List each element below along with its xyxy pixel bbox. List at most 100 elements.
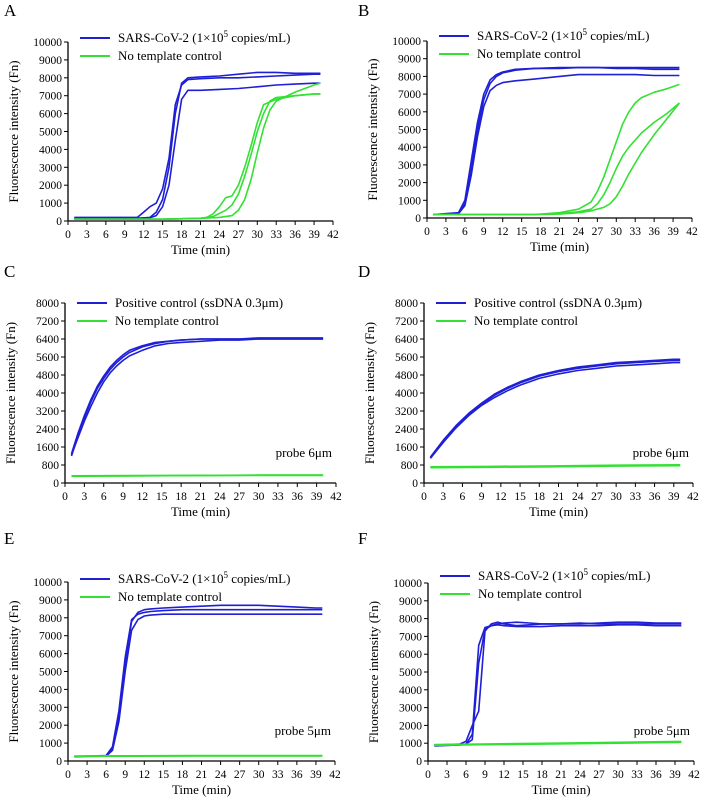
y-tick-label: 1000 [398, 195, 421, 207]
y-tick-label: 8000 [399, 614, 422, 626]
y-tick-label: 1000 [399, 738, 422, 750]
probe-annotation: probe 6μm [276, 445, 332, 460]
x-tick-label: 15 [156, 491, 168, 503]
x-tick-label: 12 [139, 769, 151, 781]
series-line-positive-1 [74, 71, 321, 220]
x-tick-label: 27 [592, 226, 604, 238]
x-tick-label: 0 [421, 491, 427, 503]
y-tick-label: 3200 [36, 406, 59, 418]
x-tick-label: 3 [444, 769, 450, 781]
x-tick-label: 18 [176, 229, 188, 241]
x-tick-label: 6 [463, 769, 469, 781]
x-tick-label: 0 [65, 229, 71, 241]
x-tick-label: 36 [289, 229, 301, 241]
panel-label: C [4, 262, 15, 281]
x-tick-label: 42 [686, 226, 698, 238]
x-tick-label: 36 [292, 491, 304, 503]
probe-annotation: probe 5μm [634, 723, 690, 738]
y-tick-label: 4000 [36, 388, 59, 400]
y-tick-label: 7000 [398, 89, 421, 101]
x-axis-title: Time (min) [530, 239, 589, 254]
y-tick-label: 10000 [33, 37, 62, 49]
x-tick-label: 9 [122, 229, 128, 241]
x-tick-label: 18 [534, 491, 546, 503]
x-tick-label: 15 [158, 769, 170, 781]
x-tick-label: 6 [103, 769, 109, 781]
legend-label: No template control [118, 48, 222, 63]
x-tick-label: 21 [553, 491, 565, 503]
y-tick-label: 6000 [39, 649, 62, 661]
y-tick-label: 0 [412, 478, 418, 490]
series-line-positive-3 [429, 361, 681, 459]
legend-label: No template control [478, 586, 582, 601]
legend-label: SARS-CoV-2 (1×105 copies/mL) [118, 29, 290, 45]
x-tick-label: 15 [516, 226, 528, 238]
series-line-positive-3 [74, 82, 321, 220]
y-tick-label: 1600 [36, 442, 59, 454]
series-line-ntc-6 [433, 102, 681, 216]
y-axis-title: Fluorescence intensity (Fn) [362, 322, 377, 464]
x-tick-label: 3 [440, 491, 446, 503]
y-tick-label: 9000 [39, 55, 62, 67]
x-tick-label: 0 [425, 769, 431, 781]
x-tick-label: 9 [479, 491, 485, 503]
x-tick-label: 33 [631, 769, 643, 781]
y-axis-title: Fluorescence intensity (Fn) [366, 601, 381, 743]
panel-label: E [4, 529, 14, 548]
series-line-ntc-6 [434, 741, 682, 746]
chart-panel-d: D 0 800 1600 2400 3200 4000 4800 5600 6400 7200 800… [358, 262, 699, 519]
y-tick-label: 800 [42, 460, 60, 472]
x-tick-label: 39 [311, 491, 323, 503]
y-tick-label: 3000 [398, 160, 421, 172]
x-tick-label: 21 [196, 769, 208, 781]
probe-annotation: probe 6μm [633, 445, 689, 460]
series-line-ntc-4 [74, 93, 321, 220]
y-tick-label: 9000 [399, 596, 422, 608]
x-tick-label: 12 [497, 226, 509, 238]
y-tick-label: 8000 [36, 298, 59, 310]
y-tick-label: 3000 [399, 703, 422, 715]
x-tick-label: 42 [687, 491, 699, 503]
x-tick-label: 39 [310, 769, 322, 781]
y-tick-label: 4800 [395, 370, 418, 382]
y-tick-label: 6000 [399, 649, 422, 661]
x-tick-label: 33 [272, 491, 284, 503]
y-tick-label: 5600 [395, 352, 418, 364]
probe-annotation: probe 5μm [275, 723, 331, 738]
y-tick-label: 9000 [39, 595, 62, 607]
x-tick-label: 24 [573, 226, 585, 238]
x-tick-label: 21 [555, 769, 567, 781]
legend-label: SARS-CoV-2 (1×105 copies/mL) [478, 567, 650, 583]
legend-label: No template control [115, 313, 219, 328]
x-tick-label: 12 [137, 491, 149, 503]
y-tick-label: 3000 [39, 702, 62, 714]
series-line-ntc-6 [71, 474, 324, 477]
legend-label: No template control [118, 589, 222, 604]
x-tick-label: 39 [668, 491, 680, 503]
series-line-ntc-6 [74, 82, 321, 220]
x-tick-label: 30 [610, 491, 622, 503]
series-line-ntc-5 [74, 93, 321, 220]
x-axis-title: Time (min) [171, 504, 230, 519]
series-line-positive-1 [70, 337, 324, 455]
x-tick-label: 39 [308, 229, 320, 241]
x-tick-label: 9 [481, 226, 487, 238]
series-line-positive-3 [434, 624, 682, 746]
x-tick-label: 21 [554, 226, 566, 238]
y-tick-label: 5000 [39, 667, 62, 679]
x-tick-label: 42 [330, 491, 342, 503]
y-tick-label: 2000 [399, 720, 422, 732]
x-tick-label: 0 [65, 769, 71, 781]
x-tick-label: 12 [138, 229, 150, 241]
y-tick-label: 6000 [39, 109, 62, 121]
x-tick-label: 30 [612, 769, 624, 781]
y-tick-label: 0 [56, 216, 62, 228]
y-tick-label: 8000 [395, 298, 418, 310]
y-tick-label: 1000 [39, 198, 62, 210]
y-tick-label: 10000 [392, 36, 421, 48]
y-tick-label: 2000 [39, 720, 62, 732]
x-tick-label: 6 [101, 491, 107, 503]
x-tick-label: 3 [84, 769, 90, 781]
x-tick-label: 6 [462, 226, 468, 238]
series-line-positive-2 [74, 73, 321, 219]
